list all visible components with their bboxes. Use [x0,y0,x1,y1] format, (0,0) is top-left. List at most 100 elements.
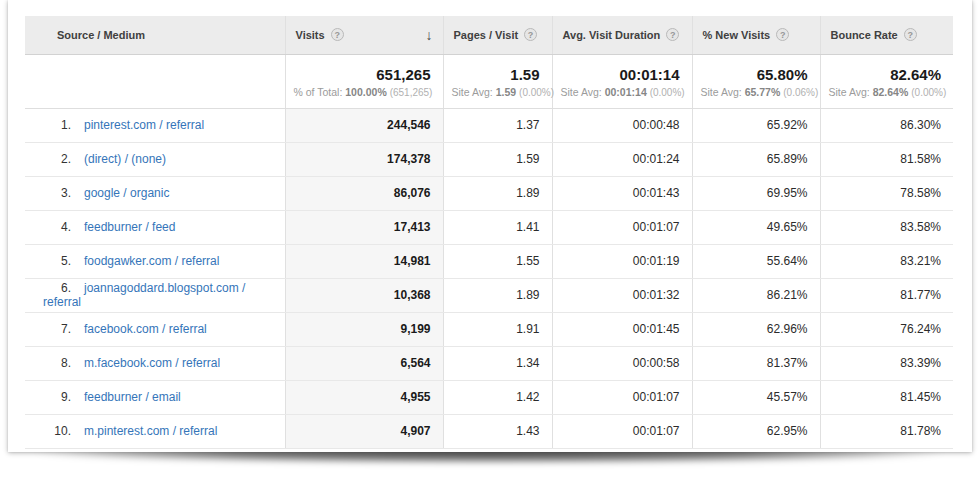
help-icon[interactable]: ? [904,28,917,41]
column-header-source-medium[interactable]: Source / Medium [25,16,285,54]
new-visits-cell: 65.89% [692,142,820,176]
new-visits-cell: 45.57% [692,380,820,414]
column-header-visits[interactable]: Visits ? ↓ [285,16,443,54]
help-icon[interactable]: ? [666,28,679,41]
source-medium-link[interactable]: google / organic [84,186,169,200]
avg-duration-cell: 00:01:45 [552,312,692,346]
row-rank: 5. [43,254,71,268]
source-medium-link[interactable]: foodgawker.com / referral [84,254,219,268]
table-row: 4.feedburner / feed 17,413 1.41 00:01:07… [25,210,953,244]
new-visits-cell: 55.64% [692,244,820,278]
summary-pages-visit-cell: 1.59 Site Avg: 1.59 (0.00%) [443,54,552,108]
row-rank: 7. [43,322,71,336]
column-header-label: % New Visits [703,29,771,41]
summary-value: 82.64% [829,65,942,84]
summary-subtext: Site Avg: 00:01:14 (0.00%) [561,86,680,98]
table-row: 2. (direct) / (none) 174,378 1.59 00:01:2… [25,142,953,176]
visits-cell: 14,981 [285,244,443,278]
summary-subtext: % of Total: 100.00% (651,265) [294,86,431,98]
table-row: 9.feedburner / email 4,955 1.42 00:01:07… [25,380,953,414]
summary-value: 1.59 [452,65,540,84]
bounce-rate-cell: 76.24% [820,312,953,346]
pages-visit-cell: 1.43 [443,414,552,448]
pages-visit-cell: 1.42 [443,380,552,414]
visits-cell: 4,955 [285,380,443,414]
analytics-report-screenshot: Source / Medium Visits ? ↓ Pages / Visit… [8,0,972,452]
new-visits-cell: 81.37% [692,346,820,380]
bounce-rate-cell: 83.58% [820,210,953,244]
bounce-rate-cell: 81.78% [820,414,953,448]
pages-visit-cell: 1.89 [443,278,552,312]
row-rank: 10. [43,424,71,438]
pages-visit-cell: 1.34 [443,346,552,380]
source-medium-link[interactable]: (direct) / (none) [84,152,166,166]
row-rank: 8. [43,356,71,370]
visits-cell: 174,378 [285,142,443,176]
source-medium-link[interactable]: pinterest.com / referral [84,118,204,132]
source-medium-table: Source / Medium Visits ? ↓ Pages / Visit… [25,16,953,449]
avg-duration-cell: 00:01:07 [552,380,692,414]
pages-visit-cell: 1.59 [443,142,552,176]
new-visits-cell: 62.96% [692,312,820,346]
column-header-label: Source / Medium [57,29,145,41]
visits-cell: 4,907 [285,414,443,448]
visits-cell: 6,564 [285,346,443,380]
bounce-rate-cell: 81.77% [820,278,953,312]
help-icon[interactable]: ? [524,28,537,41]
new-visits-cell: 62.95% [692,414,820,448]
bounce-rate-cell: 81.58% [820,142,953,176]
summary-value: 65.80% [701,65,808,84]
avg-duration-cell: 00:01:19 [552,244,692,278]
avg-duration-cell: 00:00:48 [552,108,692,142]
new-visits-cell: 86.21% [692,278,820,312]
pages-visit-cell: 1.91 [443,312,552,346]
summary-empty-cell [25,54,285,108]
column-header-pages-visit[interactable]: Pages / Visit ? [443,16,552,54]
table-row: 1.pinterest.com / referral 244,546 1.37 … [25,108,953,142]
column-header-label: Bounce Rate [831,29,898,41]
row-rank: 6. [43,281,71,295]
table-row: 6.joannagoddard.blogspot.com / referral … [25,278,953,312]
help-icon[interactable]: ? [776,28,789,41]
sort-descending-icon: ↓ [426,27,435,43]
source-medium-link[interactable]: feedburner / email [84,390,181,404]
bounce-rate-cell: 78.58% [820,176,953,210]
source-medium-link[interactable]: facebook.com / referral [84,322,207,336]
visits-cell: 9,199 [285,312,443,346]
visits-cell: 17,413 [285,210,443,244]
help-icon[interactable]: ? [331,28,344,41]
column-header-new-visits[interactable]: % New Visits ? [692,16,820,54]
avg-duration-cell: 00:01:07 [552,414,692,448]
avg-duration-cell: 00:01:07 [552,210,692,244]
row-rank: 3. [43,186,71,200]
pages-visit-cell: 1.37 [443,108,552,142]
summary-bounce-rate-cell: 82.64% Site Avg: 82.64% (0.00%) [820,54,953,108]
summary-value: 00:01:14 [561,65,680,84]
column-header-avg-visit-duration[interactable]: Avg. Visit Duration ? [552,16,692,54]
source-medium-link[interactable]: feedburner / feed [84,220,175,234]
summary-avg-duration-cell: 00:01:14 Site Avg: 00:01:14 (0.00%) [552,54,692,108]
pages-visit-cell: 1.55 [443,244,552,278]
summary-subtext: Site Avg: 82.64% (0.00%) [829,86,942,98]
table-row: 3.google / organic 86,076 1.89 00:01:43 … [25,176,953,210]
source-medium-link[interactable]: m.facebook.com / referral [84,356,220,370]
summary-subtext: Site Avg: 65.77% (0.06%) [701,86,808,98]
avg-duration-cell: 00:01:24 [552,142,692,176]
row-rank: 2. [43,152,71,166]
table-row: 8.m.facebook.com / referral 6,564 1.34 0… [25,346,953,380]
table-row: 10. m.pinterest.com / referral 4,907 1.43… [25,414,953,448]
pages-visit-cell: 1.89 [443,176,552,210]
source-medium-link[interactable]: joannagoddard.blogspot.com / referral [43,281,245,309]
source-medium-link[interactable]: m.pinterest.com / referral [84,424,217,438]
table-row: 5.foodgawker.com / referral 14,981 1.55 … [25,244,953,278]
summary-row: 651,265 % of Total: 100.00% (651,265) 1.… [25,54,953,108]
table-row: 7. facebook.com / referral 9,199 1.91 00:… [25,312,953,346]
column-header-bounce-rate[interactable]: Bounce Rate ? [820,16,953,54]
summary-new-visits-cell: 65.80% Site Avg: 65.77% (0.06%) [692,54,820,108]
new-visits-cell: 49.65% [692,210,820,244]
bounce-rate-cell: 86.30% [820,108,953,142]
header-row: Source / Medium Visits ? ↓ Pages / Visit… [25,16,953,54]
column-header-label: Avg. Visit Duration [563,29,661,41]
avg-duration-cell: 00:01:32 [552,278,692,312]
column-header-label: Pages / Visit [454,29,519,41]
